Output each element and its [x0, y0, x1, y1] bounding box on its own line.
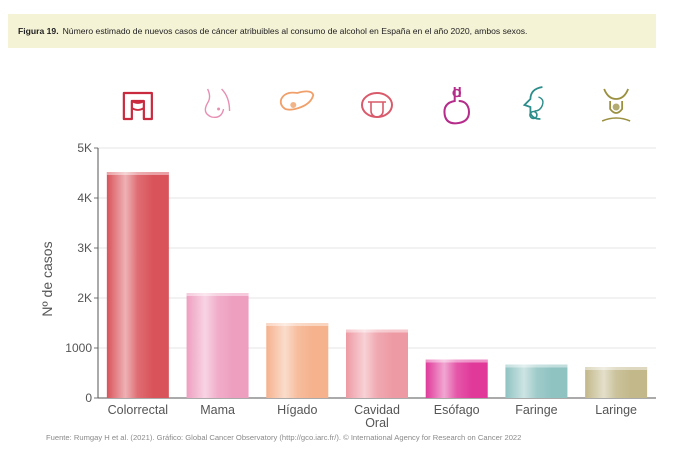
breast-icon: [204, 88, 231, 119]
y-tick-label: 1000: [65, 341, 92, 355]
y-axis-label: Nº de casos: [39, 241, 55, 316]
bar-top-edge: [186, 293, 249, 296]
y-tick-label: 5K: [77, 141, 92, 155]
bar-highlight: [186, 293, 249, 398]
bar-highlight: [346, 329, 408, 398]
figure-caption-text: Número estimado de nuevos casos de cánce…: [62, 26, 528, 36]
bar-highlight: [106, 172, 169, 398]
esophagus-icon: [443, 87, 470, 125]
x-tick-label: Mama: [200, 403, 235, 417]
bar-top-edge: [425, 359, 488, 363]
source-note: Fuente: Rumgay H et al. (2021). Gráfico:…: [46, 433, 522, 442]
liver-icon: [279, 90, 315, 111]
figure-label: Figura 19.: [18, 26, 59, 36]
x-tick-label: Cavidad Oral: [354, 403, 400, 430]
x-tick-label: Hígado: [277, 403, 317, 417]
y-tick-label: 0: [85, 391, 92, 405]
y-tick-label: 2K: [77, 291, 92, 305]
x-tick-label: Laringe: [595, 403, 637, 417]
y-tick-label: 3K: [77, 241, 92, 255]
mouth-icon: [361, 92, 393, 118]
y-tick-label: 4K: [77, 191, 92, 205]
figure-caption: Figura 19. Número estimado de nuevos cas…: [8, 14, 656, 48]
x-tick-label: Colorrectal: [108, 403, 168, 417]
x-tick-label: Esófago: [434, 403, 480, 417]
pharynx-icon: [522, 86, 544, 120]
bar-top-edge: [585, 367, 648, 370]
bar-top-edge: [106, 172, 169, 175]
bar-highlight: [266, 323, 329, 398]
bar-top-edge: [346, 329, 408, 333]
bar-top-edge: [505, 364, 568, 368]
bar-highlight: [505, 364, 568, 398]
larynx-icon: [601, 88, 631, 122]
bar-top-edge: [266, 323, 329, 326]
x-tick-label: Faringe: [515, 403, 557, 417]
intestine-icon: [122, 91, 153, 121]
bar-highlight: [585, 367, 648, 398]
bar-highlight: [425, 359, 488, 398]
